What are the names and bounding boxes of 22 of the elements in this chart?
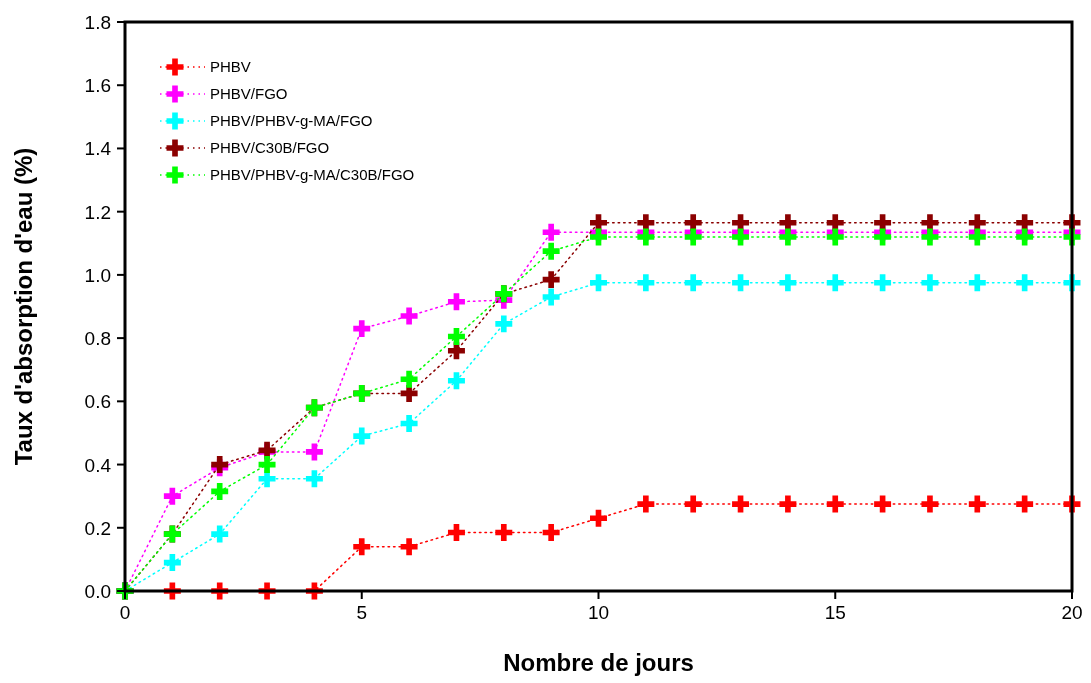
y-tick-label: 1.4 [84, 138, 112, 160]
x-tick-label: 20 [1061, 602, 1083, 623]
y-tick-label: 1.0 [84, 264, 111, 286]
legend-label: PHBV/C30B/FGO [210, 139, 330, 156]
legend-label: PHBV/FGO [210, 85, 288, 102]
x-tick-label: 5 [356, 602, 368, 623]
legend-label: PHBV/PHBV-g-MA/FGO [210, 112, 373, 129]
y-tick-label: 0.8 [84, 328, 111, 350]
x-axis-title: Nombre de jours [503, 649, 694, 676]
y-tick-label: 1.2 [84, 201, 111, 223]
legend-label: PHBV [210, 58, 251, 75]
x-tick-label: 15 [824, 602, 846, 623]
y-tick-label: 1.6 [84, 75, 111, 97]
y-axis-title: Taux d'absorption d'eau (%) [10, 147, 37, 466]
y-tick-label: 0.4 [84, 454, 112, 476]
y-tick-label: 0.0 [84, 581, 111, 602]
y-tick-label: 1.8 [84, 12, 111, 33]
legend-label: PHBV/PHBV-g-MA/C30B/FGO [210, 166, 415, 183]
y-tick-label: 0.2 [84, 517, 111, 539]
y-tick-label: 0.6 [84, 391, 111, 413]
x-tick-label: 0 [119, 602, 131, 623]
x-tick-label: 10 [587, 602, 610, 623]
